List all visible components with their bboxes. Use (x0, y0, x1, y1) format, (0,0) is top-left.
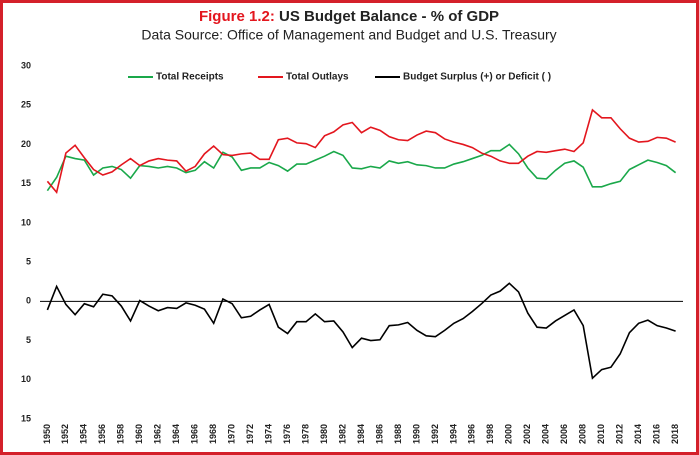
y-tick-label: 15 (21, 413, 31, 423)
x-tick-label: 1966 (190, 424, 200, 444)
x-tick-label: 1992 (430, 424, 440, 444)
y-tick-label: 15 (21, 178, 31, 188)
x-tick-label: 1994 (448, 424, 458, 444)
x-tick-label: 2006 (559, 424, 569, 444)
x-tick-label: 1996 (467, 424, 477, 444)
x-tick-label: 1976 (282, 424, 292, 444)
x-tick-label: 1962 (153, 424, 163, 444)
x-tick-label: 2012 (615, 424, 625, 444)
x-tick-label: 1984 (356, 424, 366, 444)
x-tick-label: 1972 (245, 424, 255, 444)
y-tick-label: 0 (26, 296, 31, 306)
x-tick-label: 1980 (319, 424, 329, 444)
x-tick-label: 1964 (171, 424, 181, 444)
chart-subtitle: Data Source: Office of Management and Bu… (141, 27, 556, 43)
x-tick-label: 1958 (116, 424, 126, 444)
x-tick-label: 1982 (337, 424, 347, 444)
series-line (46, 143, 677, 192)
x-tick-label: 1970 (227, 424, 237, 444)
x-tick-label: 1978 (300, 424, 310, 444)
x-tick-label: 1974 (263, 424, 273, 444)
y-tick-label: 25 (21, 100, 31, 110)
figure-label: Figure 1.2: (199, 8, 275, 25)
x-tick-label: 2016 (652, 424, 662, 444)
y-tick-label: 10 (21, 374, 31, 384)
x-tick-label: 2004 (541, 424, 551, 444)
x-tick-label: 2010 (596, 424, 606, 444)
x-tick-label: 1968 (208, 424, 218, 444)
x-tick-label: 1988 (393, 424, 403, 444)
x-tick-label: 1956 (97, 424, 107, 444)
legend-label: Budget Surplus (+) or Deficit ( ) (403, 72, 551, 83)
y-tick-label: 10 (21, 217, 31, 227)
y-tick-label: 5 (26, 335, 31, 345)
x-tick-label: 1950 (42, 424, 52, 444)
x-tick-label: 2014 (633, 424, 643, 444)
x-tick-label: 1960 (134, 424, 144, 444)
x-tick-label: 1986 (374, 424, 384, 444)
legend-label: Total Receipts (156, 72, 224, 83)
y-tick-label: 20 (21, 139, 31, 149)
x-tick-label: 2018 (670, 424, 680, 444)
x-tick-label: 1954 (79, 424, 89, 444)
x-tick-label: 1998 (485, 424, 495, 444)
legend-label: Total Outlays (286, 72, 349, 83)
x-tick-label: 2002 (522, 424, 532, 444)
x-tick-label: 2008 (578, 424, 588, 444)
series-line (46, 282, 676, 380)
x-tick-label: 1952 (60, 424, 70, 444)
series-line (46, 108, 676, 195)
x-tick-label: 2000 (504, 424, 514, 444)
chart-title: Figure 1.2: US Budget Balance - % of GDP (199, 8, 499, 25)
y-tick-label: 30 (21, 60, 31, 70)
title-text: US Budget Balance - % of GDP (279, 8, 499, 25)
y-tick-label: 5 (26, 256, 31, 266)
x-tick-label: 1990 (411, 424, 421, 444)
